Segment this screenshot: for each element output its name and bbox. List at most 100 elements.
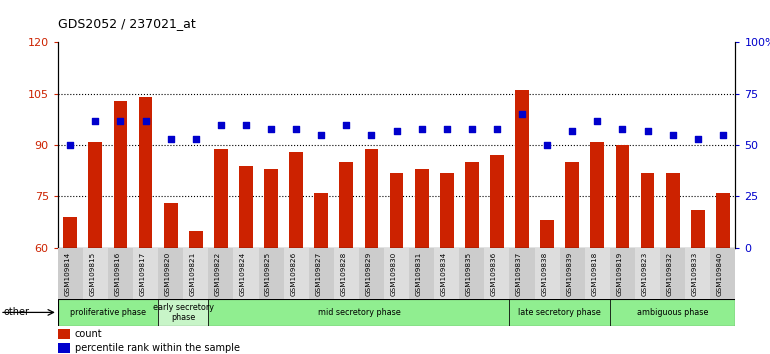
Point xyxy=(239,122,252,127)
Text: GSM109831: GSM109831 xyxy=(416,252,422,296)
Bar xyxy=(239,166,253,248)
Bar xyxy=(484,248,510,299)
Bar xyxy=(716,193,730,248)
Text: GSM109833: GSM109833 xyxy=(691,252,698,296)
Bar xyxy=(259,248,283,299)
Bar xyxy=(164,203,178,248)
Bar xyxy=(359,248,384,299)
Text: GSM109823: GSM109823 xyxy=(641,252,648,296)
Bar xyxy=(515,90,529,248)
Bar xyxy=(314,193,328,248)
Bar xyxy=(560,248,584,299)
Text: GSM109814: GSM109814 xyxy=(65,252,70,296)
Text: ambiguous phase: ambiguous phase xyxy=(637,308,708,317)
Bar xyxy=(610,299,735,326)
Bar xyxy=(510,299,610,326)
Text: GSM109818: GSM109818 xyxy=(591,252,598,296)
Bar xyxy=(158,299,209,326)
Bar xyxy=(309,248,334,299)
Bar xyxy=(89,142,102,248)
Bar xyxy=(108,248,133,299)
Point xyxy=(165,136,177,142)
Text: GSM109817: GSM109817 xyxy=(139,252,146,296)
Text: count: count xyxy=(75,329,102,339)
Bar xyxy=(384,248,409,299)
Text: GSM109816: GSM109816 xyxy=(115,252,120,296)
Text: mid secretory phase: mid secretory phase xyxy=(317,308,400,317)
Point xyxy=(691,136,704,142)
Bar xyxy=(58,299,158,326)
Bar xyxy=(63,217,77,248)
Point xyxy=(591,118,604,123)
Text: GSM109824: GSM109824 xyxy=(240,252,246,296)
Point xyxy=(541,142,554,148)
Bar xyxy=(290,152,303,248)
Bar xyxy=(390,172,403,248)
Text: proliferative phase: proliferative phase xyxy=(70,308,146,317)
Bar xyxy=(641,172,654,248)
Point xyxy=(717,132,729,138)
Point xyxy=(340,122,353,127)
Bar xyxy=(584,248,610,299)
Bar xyxy=(710,248,735,299)
Point xyxy=(365,132,377,138)
Text: percentile rank within the sample: percentile rank within the sample xyxy=(75,343,239,353)
Point xyxy=(315,132,327,138)
Text: GSM109821: GSM109821 xyxy=(189,252,196,296)
Point xyxy=(89,118,102,123)
Bar xyxy=(214,149,228,248)
Point xyxy=(516,112,528,117)
Bar xyxy=(133,248,158,299)
Text: GSM109828: GSM109828 xyxy=(340,252,346,296)
Bar xyxy=(334,248,359,299)
Point xyxy=(641,128,654,133)
Point xyxy=(189,136,202,142)
Point xyxy=(490,126,503,132)
Text: GSM109825: GSM109825 xyxy=(265,252,271,296)
Bar xyxy=(114,101,127,248)
Point xyxy=(616,126,628,132)
Point xyxy=(139,118,152,123)
Point xyxy=(440,126,453,132)
Text: GSM109839: GSM109839 xyxy=(566,252,572,296)
Bar xyxy=(233,248,259,299)
Bar xyxy=(685,248,710,299)
Text: GSM109840: GSM109840 xyxy=(717,252,723,296)
Point xyxy=(114,118,126,123)
Text: GDS2052 / 237021_at: GDS2052 / 237021_at xyxy=(58,17,196,30)
Bar xyxy=(610,248,635,299)
Point xyxy=(390,128,403,133)
Bar xyxy=(283,248,309,299)
Text: GSM109835: GSM109835 xyxy=(466,252,472,296)
Bar xyxy=(459,248,484,299)
Text: GSM109829: GSM109829 xyxy=(366,252,371,296)
Bar xyxy=(591,142,604,248)
Bar xyxy=(209,248,233,299)
Bar xyxy=(510,248,534,299)
Bar xyxy=(340,162,353,248)
Text: GSM109838: GSM109838 xyxy=(541,252,547,296)
Text: GSM109815: GSM109815 xyxy=(89,252,95,296)
Text: late secretory phase: late secretory phase xyxy=(518,308,601,317)
Bar xyxy=(534,248,560,299)
Bar xyxy=(58,343,70,353)
Text: GSM109822: GSM109822 xyxy=(215,252,221,296)
Bar xyxy=(364,149,378,248)
Bar xyxy=(635,248,660,299)
Text: GSM109827: GSM109827 xyxy=(315,252,321,296)
Bar xyxy=(541,221,554,248)
Bar xyxy=(465,162,479,248)
Bar xyxy=(490,155,504,248)
Text: GSM109832: GSM109832 xyxy=(667,252,673,296)
Bar xyxy=(183,248,209,299)
Point xyxy=(215,122,227,127)
Bar xyxy=(409,248,434,299)
Bar xyxy=(565,162,579,248)
Point xyxy=(290,126,303,132)
Text: GSM109834: GSM109834 xyxy=(440,252,447,296)
Bar xyxy=(415,169,429,248)
Bar xyxy=(209,299,510,326)
Bar xyxy=(264,169,278,248)
Text: GSM109826: GSM109826 xyxy=(290,252,296,296)
Bar xyxy=(58,248,83,299)
